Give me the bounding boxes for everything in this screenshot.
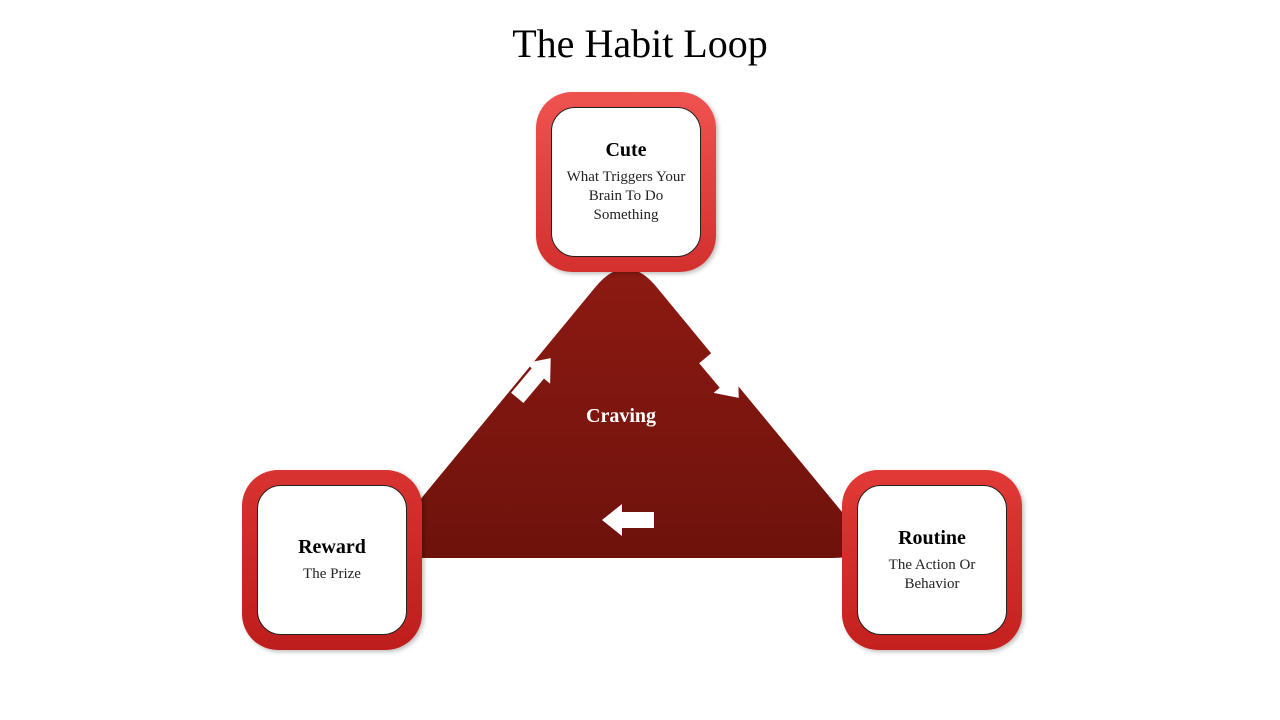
center-label: Craving xyxy=(586,405,656,428)
habit-loop-diagram: The Habit Loop Craving Cute What Trigger… xyxy=(0,0,1280,720)
node-cue-desc: What Triggers Your Brain To Do Something xyxy=(564,168,688,224)
node-routine-title: Routine xyxy=(898,527,966,550)
node-reward-title: Reward xyxy=(298,536,366,559)
node-cue: Cute What Triggers Your Brain To Do Some… xyxy=(536,92,716,272)
node-routine: Routine The Action Or Behavior xyxy=(842,470,1022,650)
node-cue-inner: Cute What Triggers Your Brain To Do Some… xyxy=(551,107,701,257)
node-routine-desc: The Action Or Behavior xyxy=(870,556,994,594)
node-reward-desc: The Prize xyxy=(303,565,361,584)
node-routine-inner: Routine The Action Or Behavior xyxy=(857,485,1007,635)
node-cue-title: Cute xyxy=(605,139,646,162)
node-reward: Reward The Prize xyxy=(242,470,422,650)
node-reward-inner: Reward The Prize xyxy=(257,485,407,635)
